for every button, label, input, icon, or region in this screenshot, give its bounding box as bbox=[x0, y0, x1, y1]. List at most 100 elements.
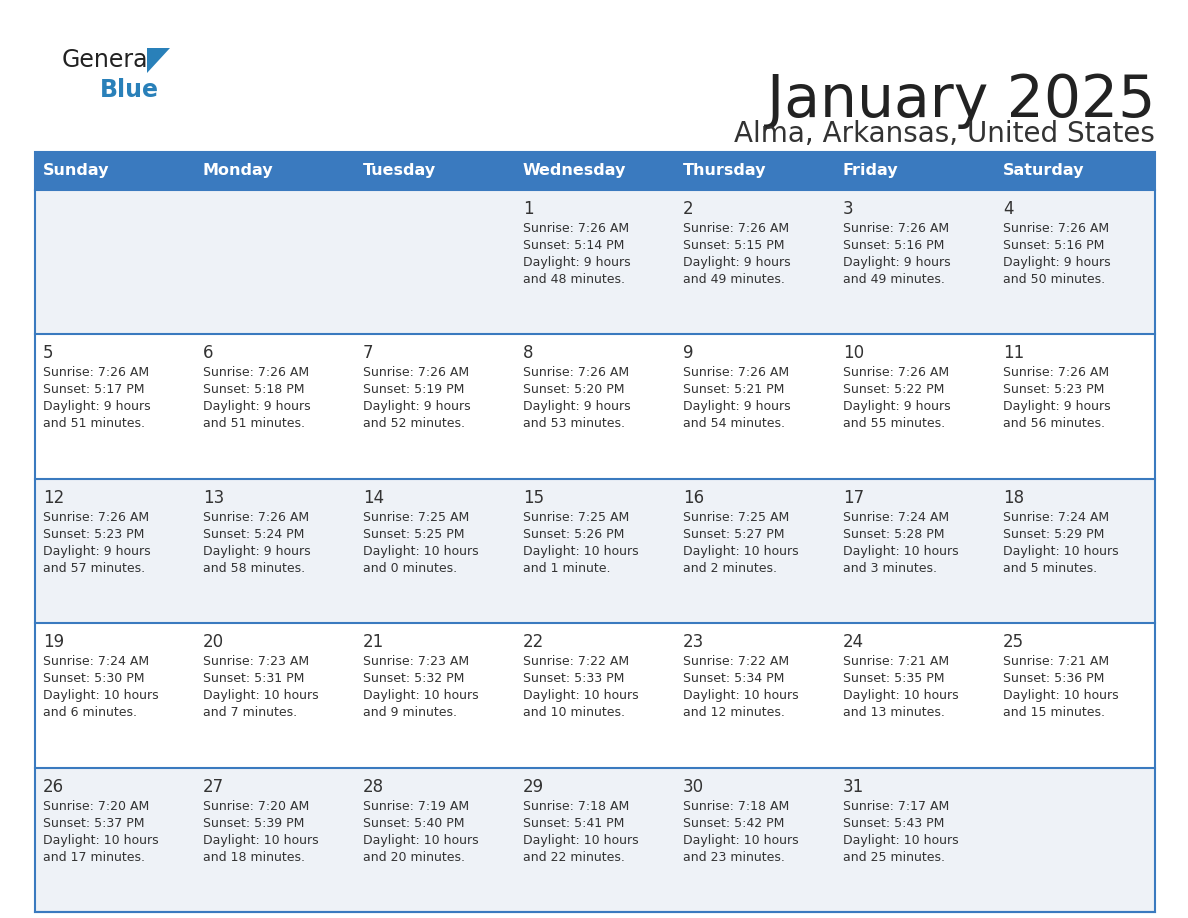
Bar bbox=[355, 152, 516, 190]
Text: Daylight: 10 hours: Daylight: 10 hours bbox=[203, 689, 318, 702]
Text: and 55 minutes.: and 55 minutes. bbox=[843, 418, 946, 431]
Text: Thursday: Thursday bbox=[683, 163, 766, 178]
Text: Sunset: 5:22 PM: Sunset: 5:22 PM bbox=[843, 384, 944, 397]
Text: and 5 minutes.: and 5 minutes. bbox=[1003, 562, 1098, 575]
Text: and 17 minutes.: and 17 minutes. bbox=[43, 851, 145, 864]
Text: Sunrise: 7:26 AM: Sunrise: 7:26 AM bbox=[203, 510, 309, 524]
Text: Sunrise: 7:21 AM: Sunrise: 7:21 AM bbox=[843, 655, 949, 668]
Text: Daylight: 10 hours: Daylight: 10 hours bbox=[43, 834, 159, 846]
Text: Blue: Blue bbox=[100, 78, 159, 102]
Text: Daylight: 9 hours: Daylight: 9 hours bbox=[43, 400, 151, 413]
Text: 18: 18 bbox=[1003, 488, 1024, 507]
Text: Sunrise: 7:20 AM: Sunrise: 7:20 AM bbox=[43, 800, 150, 812]
Text: Daylight: 10 hours: Daylight: 10 hours bbox=[523, 689, 639, 702]
Text: Sunset: 5:19 PM: Sunset: 5:19 PM bbox=[364, 384, 465, 397]
Bar bbox=[34, 152, 1155, 912]
Text: 26: 26 bbox=[43, 778, 64, 796]
Text: 27: 27 bbox=[203, 778, 225, 796]
Text: Sunrise: 7:24 AM: Sunrise: 7:24 AM bbox=[843, 510, 949, 524]
Text: Sunrise: 7:26 AM: Sunrise: 7:26 AM bbox=[203, 366, 309, 379]
Bar bbox=[34, 767, 1155, 912]
Text: Daylight: 9 hours: Daylight: 9 hours bbox=[364, 400, 470, 413]
Bar bbox=[996, 152, 1155, 190]
Text: Sunset: 5:16 PM: Sunset: 5:16 PM bbox=[1003, 239, 1105, 252]
Text: 29: 29 bbox=[523, 778, 544, 796]
Text: Sunset: 5:42 PM: Sunset: 5:42 PM bbox=[683, 817, 784, 830]
Text: Sunset: 5:26 PM: Sunset: 5:26 PM bbox=[523, 528, 625, 541]
Text: 21: 21 bbox=[364, 633, 384, 651]
Text: Sunrise: 7:24 AM: Sunrise: 7:24 AM bbox=[1003, 510, 1110, 524]
Text: Daylight: 9 hours: Daylight: 9 hours bbox=[683, 256, 791, 269]
Text: and 58 minutes.: and 58 minutes. bbox=[203, 562, 305, 575]
Text: Sunset: 5:18 PM: Sunset: 5:18 PM bbox=[203, 384, 304, 397]
Text: Sunrise: 7:26 AM: Sunrise: 7:26 AM bbox=[683, 366, 789, 379]
Text: 20: 20 bbox=[203, 633, 225, 651]
Text: 16: 16 bbox=[683, 488, 704, 507]
Text: Daylight: 10 hours: Daylight: 10 hours bbox=[843, 834, 959, 846]
Text: Sunrise: 7:26 AM: Sunrise: 7:26 AM bbox=[43, 510, 150, 524]
Text: 23: 23 bbox=[683, 633, 704, 651]
Text: and 13 minutes.: and 13 minutes. bbox=[843, 706, 944, 719]
Polygon shape bbox=[147, 48, 170, 73]
Bar bbox=[835, 152, 996, 190]
Text: Sunset: 5:43 PM: Sunset: 5:43 PM bbox=[843, 817, 944, 830]
Text: 15: 15 bbox=[523, 488, 544, 507]
Text: 13: 13 bbox=[203, 488, 225, 507]
Text: Sunset: 5:36 PM: Sunset: 5:36 PM bbox=[1003, 672, 1105, 685]
Text: Sunset: 5:16 PM: Sunset: 5:16 PM bbox=[843, 239, 944, 252]
Text: Sunset: 5:30 PM: Sunset: 5:30 PM bbox=[43, 672, 145, 685]
Text: Sunrise: 7:26 AM: Sunrise: 7:26 AM bbox=[1003, 222, 1110, 235]
Text: and 18 minutes.: and 18 minutes. bbox=[203, 851, 305, 864]
Text: Daylight: 10 hours: Daylight: 10 hours bbox=[843, 689, 959, 702]
Text: Tuesday: Tuesday bbox=[364, 163, 436, 178]
Text: Sunrise: 7:21 AM: Sunrise: 7:21 AM bbox=[1003, 655, 1110, 668]
Text: Sunset: 5:40 PM: Sunset: 5:40 PM bbox=[364, 817, 465, 830]
Text: Sunrise: 7:26 AM: Sunrise: 7:26 AM bbox=[683, 222, 789, 235]
Text: Sunset: 5:33 PM: Sunset: 5:33 PM bbox=[523, 672, 625, 685]
Bar bbox=[34, 334, 1155, 479]
Text: Daylight: 9 hours: Daylight: 9 hours bbox=[523, 400, 631, 413]
Text: Daylight: 9 hours: Daylight: 9 hours bbox=[203, 544, 310, 558]
Text: Saturday: Saturday bbox=[1003, 163, 1085, 178]
Text: 1: 1 bbox=[523, 200, 533, 218]
Text: and 12 minutes.: and 12 minutes. bbox=[683, 706, 785, 719]
Text: 6: 6 bbox=[203, 344, 214, 363]
Text: Daylight: 9 hours: Daylight: 9 hours bbox=[523, 256, 631, 269]
Text: Sunrise: 7:26 AM: Sunrise: 7:26 AM bbox=[43, 366, 150, 379]
Text: 24: 24 bbox=[843, 633, 864, 651]
Text: Daylight: 10 hours: Daylight: 10 hours bbox=[364, 689, 479, 702]
Text: Sunrise: 7:26 AM: Sunrise: 7:26 AM bbox=[843, 222, 949, 235]
Text: 3: 3 bbox=[843, 200, 854, 218]
Text: Sunrise: 7:26 AM: Sunrise: 7:26 AM bbox=[523, 366, 630, 379]
Text: Sunrise: 7:25 AM: Sunrise: 7:25 AM bbox=[683, 510, 789, 524]
Text: Sunset: 5:20 PM: Sunset: 5:20 PM bbox=[523, 384, 625, 397]
Text: and 48 minutes.: and 48 minutes. bbox=[523, 273, 625, 286]
Text: Wednesday: Wednesday bbox=[523, 163, 626, 178]
Text: 12: 12 bbox=[43, 488, 64, 507]
Text: January 2025: January 2025 bbox=[766, 72, 1155, 129]
Text: Daylight: 10 hours: Daylight: 10 hours bbox=[43, 689, 159, 702]
Text: Daylight: 10 hours: Daylight: 10 hours bbox=[683, 689, 798, 702]
Text: 5: 5 bbox=[43, 344, 53, 363]
Text: and 10 minutes.: and 10 minutes. bbox=[523, 706, 625, 719]
Text: Sunset: 5:23 PM: Sunset: 5:23 PM bbox=[1003, 384, 1105, 397]
Text: Sunrise: 7:26 AM: Sunrise: 7:26 AM bbox=[843, 366, 949, 379]
Text: 17: 17 bbox=[843, 488, 864, 507]
Text: Sunrise: 7:18 AM: Sunrise: 7:18 AM bbox=[683, 800, 789, 812]
Text: Sunrise: 7:25 AM: Sunrise: 7:25 AM bbox=[523, 510, 630, 524]
Text: Sunrise: 7:18 AM: Sunrise: 7:18 AM bbox=[523, 800, 630, 812]
Text: Monday: Monday bbox=[203, 163, 273, 178]
Text: Sunrise: 7:22 AM: Sunrise: 7:22 AM bbox=[523, 655, 630, 668]
Text: Sunday: Sunday bbox=[43, 163, 109, 178]
Text: and 9 minutes.: and 9 minutes. bbox=[364, 706, 457, 719]
Text: Sunset: 5:27 PM: Sunset: 5:27 PM bbox=[683, 528, 784, 541]
Text: Daylight: 9 hours: Daylight: 9 hours bbox=[843, 400, 950, 413]
Text: Sunrise: 7:17 AM: Sunrise: 7:17 AM bbox=[843, 800, 949, 812]
Text: Sunset: 5:37 PM: Sunset: 5:37 PM bbox=[43, 817, 145, 830]
Text: 19: 19 bbox=[43, 633, 64, 651]
Text: and 49 minutes.: and 49 minutes. bbox=[843, 273, 944, 286]
Text: and 57 minutes.: and 57 minutes. bbox=[43, 562, 145, 575]
Text: Sunset: 5:32 PM: Sunset: 5:32 PM bbox=[364, 672, 465, 685]
Text: Sunset: 5:28 PM: Sunset: 5:28 PM bbox=[843, 528, 944, 541]
Text: Friday: Friday bbox=[843, 163, 898, 178]
